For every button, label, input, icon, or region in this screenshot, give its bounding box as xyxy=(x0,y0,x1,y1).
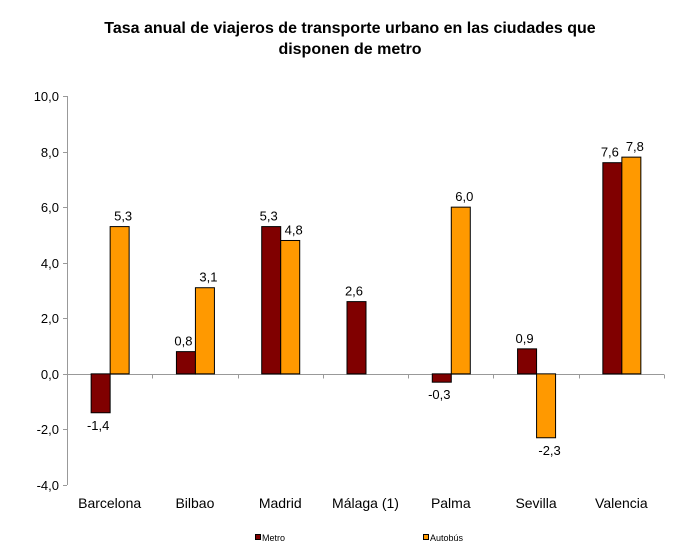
data-label: 5,3 xyxy=(260,209,278,224)
bar-metro xyxy=(602,162,623,375)
bar-autobs xyxy=(194,287,215,375)
x-category-label: Bilbao xyxy=(175,495,214,511)
bar-metro xyxy=(261,226,282,375)
y-tick-label: 4,0 xyxy=(41,256,59,271)
legend-swatch xyxy=(423,534,429,540)
bar-metro xyxy=(346,301,367,375)
data-label: 7,6 xyxy=(601,145,619,160)
legend-label: Metro xyxy=(262,533,285,543)
bar-metro xyxy=(431,373,452,383)
data-label: -0,3 xyxy=(428,387,450,402)
data-label: -1,4 xyxy=(87,418,109,433)
legend-label: Autobús xyxy=(430,533,464,543)
y-tick-label: 2,0 xyxy=(41,311,59,326)
x-category-label: Madrid xyxy=(259,495,302,511)
data-label: 4,8 xyxy=(285,222,303,237)
axes: 10,0 8,0 6,0 4,0 2,0 0,0 -2,0 -4,0 Barcelona Bilb… xyxy=(34,89,665,511)
y-tick-label: 8,0 xyxy=(41,145,59,160)
y-tick-label: -2,0 xyxy=(37,422,59,437)
data-label: 7,8 xyxy=(626,139,644,154)
chart-title: Tasa anual de viajeros de transporte urb… xyxy=(0,18,700,60)
bar-autobs xyxy=(280,239,301,375)
bar-metro xyxy=(90,373,111,414)
x-category-label: Málaga (1) xyxy=(332,495,399,511)
x-category-label: Valencia xyxy=(595,495,648,511)
bar-autobs xyxy=(536,373,557,439)
data-label: 0,8 xyxy=(174,334,192,349)
chart-title-line-1: Tasa anual de viajeros de transporte urb… xyxy=(104,20,596,37)
x-category-label: Palma xyxy=(431,495,471,511)
y-tick-label: 6,0 xyxy=(41,200,59,215)
data-label: 0,9 xyxy=(516,331,534,346)
bar-metro xyxy=(175,351,196,375)
x-category-label: Sevilla xyxy=(515,495,556,511)
chart-title-line-2: disponen de metro xyxy=(278,41,422,58)
y-tick-label: 10,0 xyxy=(34,89,59,104)
data-label: -2,3 xyxy=(538,443,560,458)
data-label: 6,0 xyxy=(455,189,473,204)
data-labels: -1,4 0,8 5,3 2,6 -0,3 0,9 7,6 5,3 3,1 4,8 6,0 -2,3 7… xyxy=(87,139,644,458)
data-label: 2,6 xyxy=(345,284,363,299)
data-label: 5,3 xyxy=(114,209,132,224)
legend: Metro Autobús xyxy=(255,533,464,543)
x-category-label: Barcelona xyxy=(78,495,141,511)
bars xyxy=(90,156,642,439)
y-tick-label: -4,0 xyxy=(37,478,59,493)
bar-autobs xyxy=(450,206,471,375)
bar-autobs xyxy=(109,226,130,375)
bar-metro xyxy=(517,348,538,375)
data-label: 3,1 xyxy=(199,270,217,285)
y-tick-label: 0,0 xyxy=(41,367,59,382)
bar-autobs xyxy=(621,156,642,375)
legend-swatch xyxy=(255,534,261,540)
